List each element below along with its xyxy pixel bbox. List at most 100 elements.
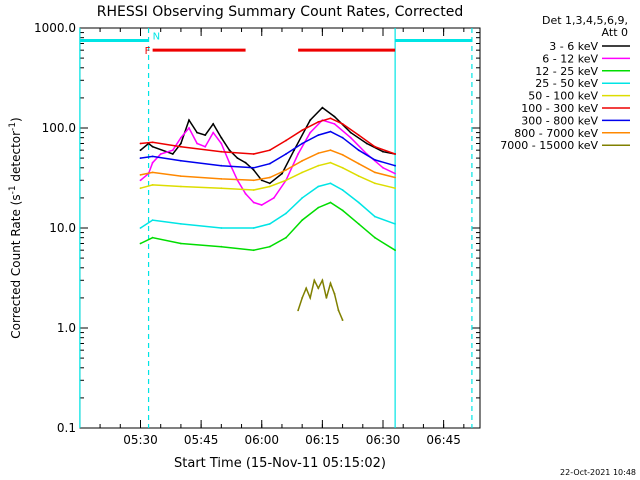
series-point bbox=[305, 287, 308, 290]
series-point bbox=[313, 279, 316, 282]
series-point bbox=[268, 182, 271, 185]
series-point bbox=[309, 131, 312, 134]
series-point bbox=[252, 179, 255, 182]
series-point bbox=[244, 192, 247, 195]
series-point bbox=[301, 171, 304, 174]
series-point bbox=[341, 166, 344, 169]
legend-header-detectors: Det 1,3,4,5,6,9, bbox=[542, 14, 628, 27]
x-tick-label: 06:30 bbox=[366, 433, 401, 447]
legend-label: 7000 - 15000 keV bbox=[500, 139, 598, 152]
series-point bbox=[301, 129, 304, 132]
series-point bbox=[317, 206, 320, 209]
series-point bbox=[151, 219, 154, 222]
y-tick-label: 100.0 bbox=[42, 121, 76, 135]
y-axis-ticks: 0.1 1.0 10.0 100.0 1000.0 bbox=[34, 21, 480, 435]
legend-label: 12 - 25 keV bbox=[535, 65, 598, 78]
series-point bbox=[374, 145, 376, 148]
series-point bbox=[196, 131, 199, 134]
series-point bbox=[151, 161, 154, 164]
series-point bbox=[188, 127, 190, 129]
series-point bbox=[220, 136, 223, 139]
series-point bbox=[357, 201, 360, 204]
series-point bbox=[236, 157, 239, 160]
series-lines bbox=[139, 106, 396, 321]
series-point bbox=[252, 153, 255, 155]
series-point bbox=[151, 155, 154, 158]
series-point bbox=[341, 153, 344, 156]
series-point bbox=[374, 215, 376, 218]
series-point bbox=[357, 223, 360, 225]
night-flag-label: N bbox=[153, 31, 160, 42]
series-point bbox=[212, 131, 215, 134]
legend-label: 50 - 100 keV bbox=[528, 90, 598, 103]
series-point bbox=[212, 123, 215, 125]
series-point bbox=[139, 157, 142, 160]
x-tick-label: 05:45 bbox=[184, 433, 219, 447]
series-point bbox=[374, 236, 376, 239]
series-point bbox=[285, 179, 287, 182]
series-point bbox=[394, 153, 396, 155]
series-point bbox=[321, 106, 324, 109]
series-point bbox=[309, 297, 312, 299]
series-line bbox=[140, 106, 396, 185]
series-point bbox=[329, 117, 332, 120]
legend-label: 6 - 12 keV bbox=[542, 52, 598, 65]
series-point bbox=[171, 153, 174, 155]
series-line bbox=[140, 201, 396, 251]
series-point bbox=[317, 134, 320, 137]
series-point bbox=[180, 242, 182, 245]
chart-title: RHESSI Observing Summary Count Rates, Co… bbox=[97, 4, 463, 20]
series-point bbox=[180, 223, 182, 225]
series-point bbox=[268, 223, 271, 225]
series-point bbox=[357, 134, 360, 137]
series-point bbox=[374, 182, 376, 185]
series-point bbox=[297, 153, 299, 155]
series-point bbox=[341, 189, 344, 191]
series-point bbox=[301, 159, 304, 162]
series-point bbox=[333, 115, 336, 118]
series-point bbox=[220, 245, 223, 248]
series-point bbox=[317, 152, 320, 155]
legend-label: 300 - 800 keV bbox=[521, 114, 598, 127]
series-point bbox=[341, 136, 344, 139]
series-point bbox=[394, 249, 396, 252]
series-point bbox=[268, 162, 271, 165]
series-point bbox=[337, 309, 340, 312]
y-axis-label-main: Corrected Count Rate (s bbox=[9, 194, 23, 338]
series-point bbox=[180, 159, 182, 162]
series-point bbox=[196, 142, 199, 145]
series-point bbox=[220, 150, 223, 153]
series-point bbox=[285, 212, 287, 215]
series-point bbox=[252, 189, 255, 191]
series-point bbox=[188, 119, 190, 121]
series-point bbox=[394, 176, 396, 179]
series-point bbox=[180, 142, 182, 145]
series-point bbox=[228, 161, 231, 164]
y-axis-label-sup2: -1 bbox=[8, 122, 18, 131]
series-line bbox=[140, 161, 396, 191]
series-point bbox=[297, 309, 299, 312]
legend-label: 3 - 6 keV bbox=[549, 40, 598, 53]
series-point bbox=[139, 142, 142, 145]
series-point bbox=[171, 149, 174, 152]
series-point bbox=[285, 153, 287, 155]
series-point bbox=[159, 153, 162, 155]
y-axis-label-mid: detector bbox=[9, 131, 23, 186]
series-line bbox=[140, 149, 396, 182]
series-point bbox=[180, 136, 182, 139]
series-point bbox=[394, 223, 396, 225]
series-point bbox=[329, 282, 332, 285]
y-axis-label-sup1: -1 bbox=[8, 185, 18, 194]
series-point bbox=[281, 172, 283, 175]
series-point bbox=[329, 161, 332, 164]
series-point bbox=[333, 292, 336, 295]
series-point bbox=[139, 242, 142, 245]
series-point bbox=[321, 279, 324, 282]
series-line bbox=[140, 117, 396, 155]
series-point bbox=[329, 149, 332, 152]
series-point bbox=[341, 209, 344, 212]
series-point bbox=[220, 187, 223, 190]
series-point bbox=[365, 142, 368, 145]
